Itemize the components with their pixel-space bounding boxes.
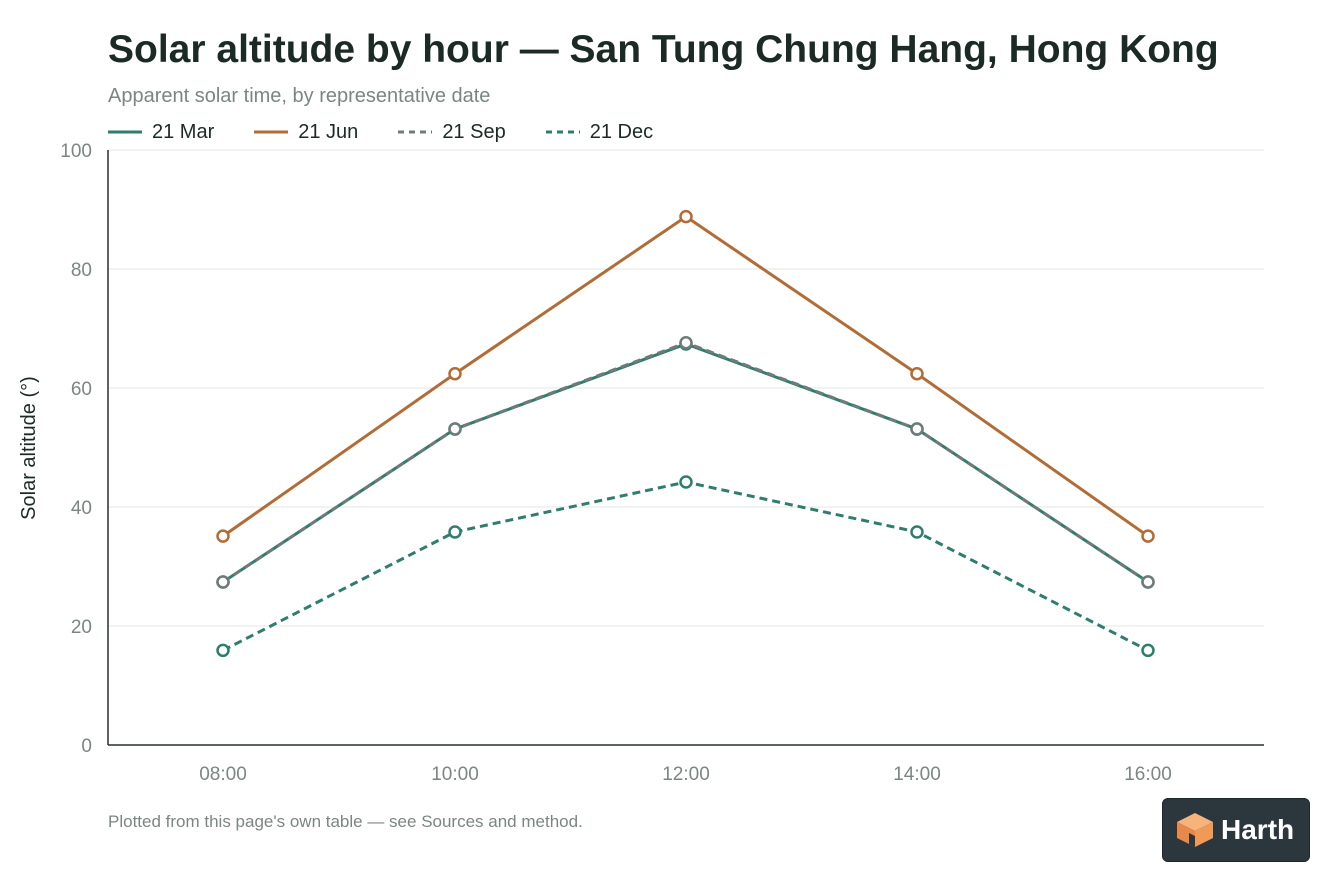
cube-logo-icon (1177, 813, 1213, 847)
chart-legend: 21 Mar 21 Jun 21 Sep 21 Dec (108, 119, 693, 145)
y-axis-label: Solar altitude (°) (18, 376, 40, 520)
legend-item: 21 Sep (398, 120, 506, 144)
data-point-21-jun (910, 366, 924, 381)
data-point-21-dec (1141, 643, 1155, 658)
legend-item: 21 Mar (108, 121, 214, 144)
legend-swatch (254, 130, 289, 134)
x-tick-label: 12:00 (662, 764, 710, 785)
legend-swatch (108, 130, 142, 134)
chart-title: Solar altitude by hour — San Tung Chung … (108, 28, 1219, 71)
data-point-21-dec (910, 525, 924, 539)
data-point-21-sep (448, 422, 462, 436)
y-tick-label: 80 (71, 260, 92, 281)
x-tick-label: 16:00 (1124, 764, 1172, 785)
line-chart: 0 20 40 60 80 100 08:00 10:00 12:00 14:00 16:00 Sol… (18, 141, 1264, 785)
brand-logo: Harth (1162, 798, 1310, 862)
brand-name: Harth (1221, 814, 1295, 845)
data-point-21-jun (216, 529, 230, 543)
data-point-21-dec (679, 475, 693, 489)
legend-swatch (398, 130, 433, 134)
legend-item: 21 Jun (254, 121, 358, 144)
data-point-21-sep (216, 575, 230, 589)
legend-swatch (545, 130, 580, 134)
x-tick-label: 14:00 (893, 764, 941, 785)
y-tick-label: 40 (71, 498, 92, 519)
y-tick-label: 60 (71, 379, 92, 400)
legend-label: 21 Mar (152, 120, 215, 143)
series-line-21-mar (222, 342, 1149, 584)
y-tick-label: 20 (71, 617, 92, 638)
x-tick-label: 10:00 (431, 764, 479, 785)
footnote: Plotted from this page's own table — see… (108, 812, 583, 831)
legend-label: 21 Sep (442, 120, 506, 143)
x-tick-label: 08:00 (199, 764, 247, 785)
data-point-21-sep (1141, 575, 1155, 589)
data-point-21-dec (216, 643, 230, 658)
data-point-21-dec (448, 525, 462, 539)
chart-subtitle: Apparent solar time, by representative d… (108, 85, 491, 107)
y-tick-label: 100 (60, 141, 92, 162)
data-point-21-jun (1141, 529, 1155, 543)
legend-item: 21 Dec (545, 120, 654, 144)
data-point-21-jun (679, 209, 693, 224)
data-point-21-jun (448, 366, 462, 381)
legend-label: 21 Dec (589, 120, 654, 143)
y-tick-label: 0 (81, 736, 92, 757)
legend-label: 21 Jun (298, 120, 359, 143)
data-point-21-sep (910, 422, 924, 436)
data-point-21-sep (679, 336, 693, 350)
series-line-21-sep (222, 341, 1149, 584)
